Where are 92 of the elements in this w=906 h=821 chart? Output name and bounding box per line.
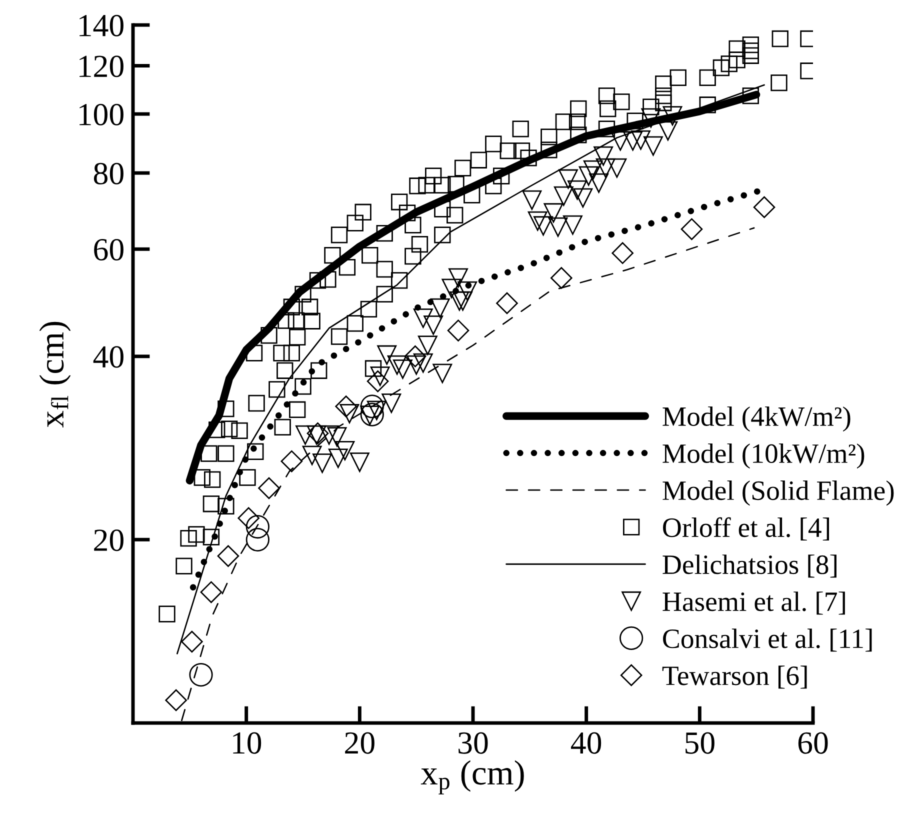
y-tick-label: 120 xyxy=(80,56,124,78)
point xyxy=(370,366,390,386)
point xyxy=(181,630,203,653)
point xyxy=(631,130,650,150)
point xyxy=(550,267,572,289)
point xyxy=(413,308,433,328)
point xyxy=(447,320,470,342)
point xyxy=(610,131,630,151)
legend-label: Tewarson [6] xyxy=(662,666,807,689)
y-axis-title: x$_{fl}$ (cm) xyxy=(39,322,71,428)
point xyxy=(335,440,355,460)
legend-label: Model (4kW/m²) xyxy=(662,406,850,432)
point xyxy=(522,190,542,210)
point xyxy=(662,106,682,126)
point xyxy=(413,353,433,373)
point xyxy=(544,203,564,223)
y-tick-label: 20 xyxy=(94,530,124,552)
y-tick-label: 40 xyxy=(93,346,124,368)
legend-label: Orloff et al. [4] xyxy=(663,517,830,541)
point xyxy=(382,394,402,413)
point xyxy=(578,166,598,186)
point xyxy=(387,355,407,375)
point xyxy=(458,281,478,301)
point xyxy=(658,121,678,141)
point xyxy=(442,278,462,298)
point xyxy=(594,146,614,166)
point xyxy=(189,662,213,687)
point xyxy=(302,446,322,466)
point xyxy=(680,218,703,240)
point xyxy=(327,427,347,447)
point xyxy=(217,545,240,567)
point xyxy=(200,581,222,604)
point xyxy=(448,268,468,288)
x-tick-label: 50 xyxy=(686,732,714,754)
point xyxy=(350,452,370,472)
point xyxy=(612,242,634,264)
legend-label: Hasemi et al. [7] xyxy=(662,592,845,615)
point xyxy=(340,404,360,424)
point xyxy=(246,514,270,539)
point xyxy=(563,215,582,235)
point xyxy=(406,355,426,375)
point xyxy=(589,173,609,193)
point xyxy=(335,396,357,418)
point xyxy=(430,298,450,318)
y-tick-label: 140 xyxy=(80,14,124,36)
point xyxy=(607,158,627,178)
point xyxy=(596,158,616,178)
point xyxy=(238,507,260,529)
point xyxy=(753,196,776,218)
x-tick-label: 40 xyxy=(570,732,602,754)
point xyxy=(280,450,303,472)
point xyxy=(548,217,568,237)
point xyxy=(360,402,384,426)
point xyxy=(165,689,187,712)
point xyxy=(377,345,397,365)
legend-label: Delichatsios [8] xyxy=(662,554,836,578)
point xyxy=(246,528,270,552)
y-tick-label: 100 xyxy=(80,104,124,126)
point xyxy=(312,454,332,473)
point xyxy=(496,292,518,314)
point xyxy=(528,211,548,231)
point xyxy=(328,448,348,468)
x-tick-label: 30 xyxy=(458,732,488,754)
x-tick-label: 10 xyxy=(233,732,262,754)
y-tick-label: 60 xyxy=(94,238,124,260)
point xyxy=(643,136,663,156)
point xyxy=(568,180,587,200)
point xyxy=(583,160,603,180)
legend-label: Model (Solid Flame) xyxy=(662,480,894,506)
point xyxy=(432,364,452,384)
point xyxy=(418,336,438,356)
point xyxy=(554,186,574,206)
point xyxy=(453,291,473,311)
legend-label: Consalvi et al. [11] xyxy=(663,628,872,652)
y-tick-label: 80 xyxy=(94,162,124,184)
x-axis-title: x$_{p}$ (cm) xyxy=(420,760,524,794)
point xyxy=(366,370,389,392)
point xyxy=(450,291,470,311)
legend-label: Model (10kW/m²) xyxy=(662,443,864,469)
x-tick-label: 60 xyxy=(798,732,828,754)
point xyxy=(319,425,339,445)
x-tick-label: 20 xyxy=(345,732,374,754)
point xyxy=(296,425,315,445)
point xyxy=(404,345,426,368)
point xyxy=(360,394,384,418)
point xyxy=(424,315,444,335)
point xyxy=(623,131,643,151)
point xyxy=(573,188,593,208)
point xyxy=(558,169,578,189)
point xyxy=(393,359,412,379)
point xyxy=(534,216,553,236)
point xyxy=(258,477,280,500)
